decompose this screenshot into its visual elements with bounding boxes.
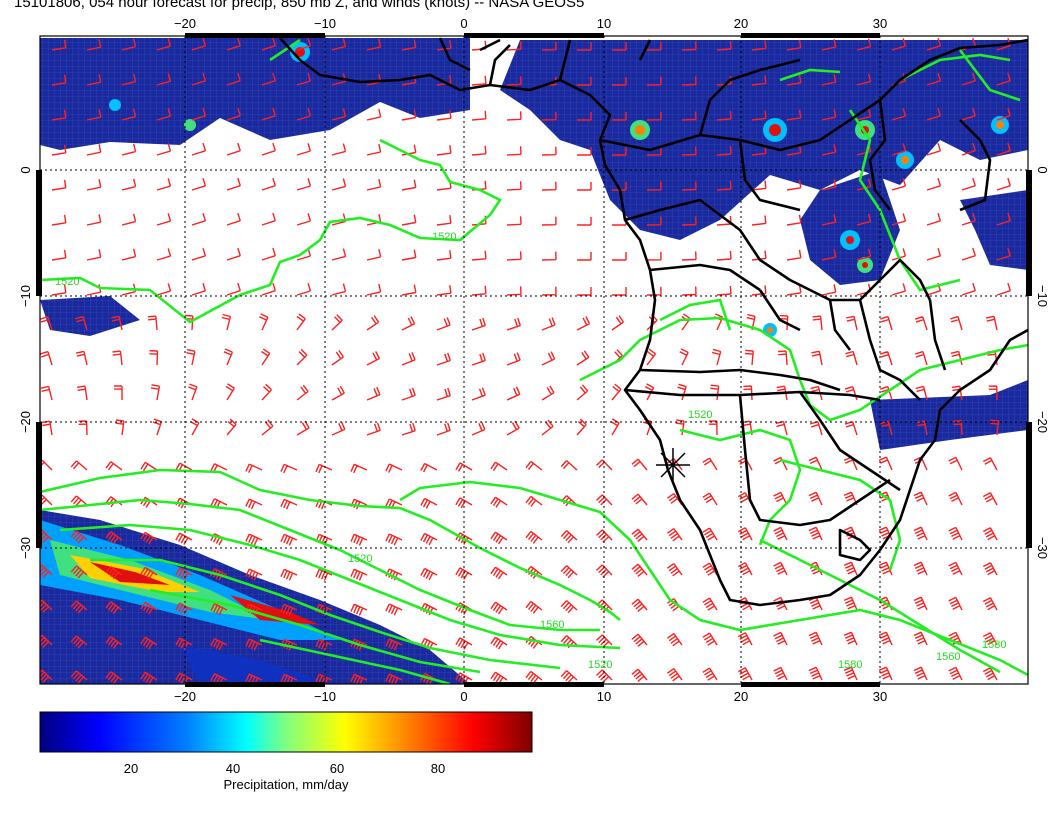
lat-tick-label: −10 (1035, 285, 1050, 307)
coastlines (279, 37, 1028, 607)
lat-tick-label: −30 (18, 537, 33, 559)
lat-tick-label: −30 (1035, 537, 1050, 559)
lat-tick-label: −10 (18, 285, 33, 307)
contour-label: 1560 (540, 619, 564, 631)
lat-tick-label: −20 (1035, 411, 1050, 433)
colorbar: 20 40 60 80 Precipitation, mm/day (39, 711, 533, 792)
contour-label: 1520 (432, 231, 456, 243)
frame-ticks (36, 33, 1032, 687)
lat-tick-label: −20 (18, 411, 33, 433)
lon-tick-label: 20 (734, 689, 748, 704)
lon-tick-label: 0 (460, 689, 467, 704)
station-marker (656, 448, 690, 482)
lon-tick-label: 20 (734, 16, 748, 31)
lon-tick-label: 0 (460, 16, 467, 31)
lat-tick-label: 0 (1035, 166, 1050, 173)
map-title: 15101806, 054 hour forecast for precip, … (14, 0, 585, 11)
lon-tick-label: 10 (597, 16, 611, 31)
lat-tick-label: 0 (18, 166, 33, 173)
lon-tick-label: −10 (314, 16, 336, 31)
contour-label: 1580 (982, 639, 1006, 651)
contour-label: 1520 (588, 659, 612, 671)
lon-tick-label: 30 (873, 16, 887, 31)
lon-tick-label: −20 (174, 689, 196, 704)
colorbar-ramp (39, 711, 533, 753)
contour-label: 1580 (838, 659, 862, 671)
contour-label: 1520 (348, 553, 372, 565)
lat-ticks-left: 0 −10 −20 −30 (18, 166, 33, 559)
colorbar-tick: 20 (124, 761, 138, 776)
wind-barb-paths (40, 37, 1011, 684)
lon-ticks-bottom: −20 −10 0 10 20 30 (174, 689, 887, 704)
contour-label-group: 1520 1520 1520 1520 1520 1580 1580 1560 … (55, 231, 1006, 671)
contour-label: 1520 (688, 409, 712, 421)
lat-lon-grid (40, 36, 1028, 684)
colorbar-tick: 80 (431, 761, 445, 776)
lon-tick-label: −10 (314, 689, 336, 704)
lon-ticks-top: −20 −10 0 10 20 30 (174, 16, 887, 31)
colorbar-tick: 40 (226, 761, 240, 776)
lon-tick-label: 30 (873, 689, 887, 704)
colorbar-tick: 60 (330, 761, 344, 776)
height-contours (40, 38, 1028, 684)
contour-label: 1560 (936, 651, 960, 663)
wind-barbs (40, 37, 1011, 684)
colorbar-label: Precipitation, mm/day (224, 777, 349, 792)
lon-tick-label: −20 (174, 16, 196, 31)
lon-tick-label: 10 (597, 689, 611, 704)
contour-label: 1520 (55, 276, 79, 288)
lat-ticks-right: 0 −10 −20 −30 (1035, 166, 1050, 559)
